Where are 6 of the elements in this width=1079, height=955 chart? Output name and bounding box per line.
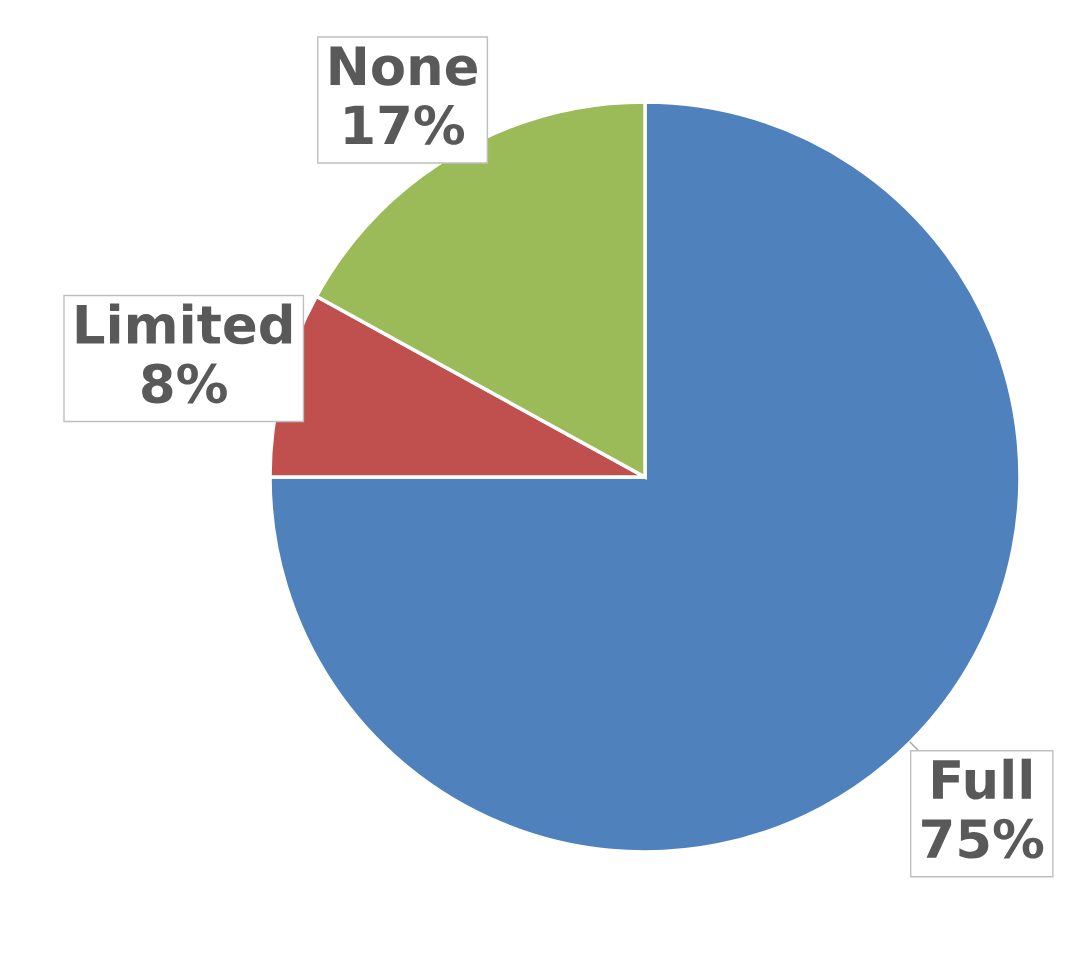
slice-label: Limited	[76, 303, 292, 345]
data-label: 17%	[345, 104, 465, 145]
slice-label: Full	[933, 758, 1031, 800]
data-label: 8%	[142, 363, 227, 404]
slice-label: None	[330, 46, 477, 86]
data-label: 75%	[922, 818, 1044, 859]
